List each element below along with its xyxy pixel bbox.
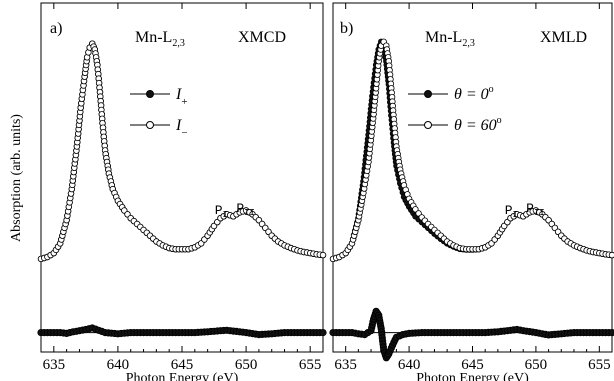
series-1	[38, 41, 326, 262]
plot-frame	[333, 3, 612, 352]
data-point	[320, 329, 326, 335]
data-point	[609, 252, 614, 258]
mode-label: XMCD	[238, 29, 286, 46]
series-1	[330, 39, 614, 262]
peak-label: PI	[215, 203, 228, 220]
peak-label: PII	[236, 201, 255, 218]
x-axis-label: Photon Energy (eV)	[126, 371, 239, 381]
edge-label: Mn-L2,3	[425, 29, 475, 49]
legend-marker	[147, 91, 154, 98]
legend-marker	[147, 122, 154, 129]
x-tick-label: 635	[43, 357, 66, 373]
peak-label: PII	[526, 201, 545, 218]
legend-marker	[425, 122, 432, 129]
data-point	[320, 252, 326, 258]
y-axis-label: Absorption (arb. units)	[9, 114, 24, 242]
peak-label: PI	[505, 203, 518, 220]
x-tick-label: 635	[334, 357, 357, 373]
edge-label: Mn-L2,3	[135, 29, 185, 49]
legend-label: θ = 0o	[454, 84, 494, 103]
series-2	[38, 41, 326, 262]
series-3	[330, 308, 614, 361]
series-3	[38, 325, 326, 338]
legend-label: θ = 60o	[454, 115, 502, 134]
panel-label: b)	[340, 20, 353, 37]
x-tick-label: 655	[299, 357, 322, 373]
legend-label: I−	[175, 117, 188, 139]
panel-label: a)	[50, 20, 62, 37]
x-axis-label: Photon Energy (eV)	[416, 371, 529, 381]
data-point	[609, 329, 614, 335]
x-tick-label: 655	[588, 357, 611, 373]
legend-label: I+	[175, 86, 188, 108]
mode-label: XMLD	[540, 29, 587, 46]
plot-frame	[41, 3, 323, 352]
legend-marker	[425, 91, 432, 98]
